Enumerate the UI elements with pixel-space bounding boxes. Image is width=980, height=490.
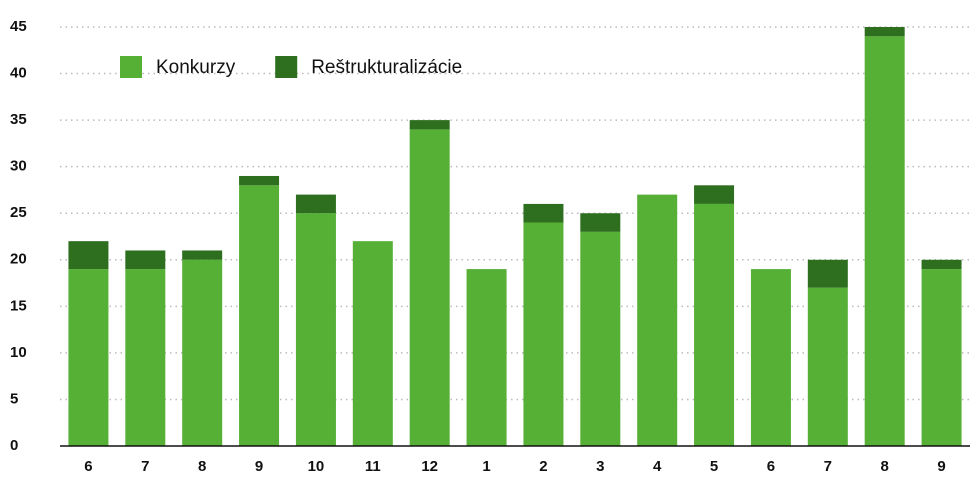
y-tick-label: 20 bbox=[10, 251, 27, 268]
x-tick-label: 7 bbox=[824, 458, 832, 475]
bar-segment bbox=[580, 213, 621, 232]
bar-segment bbox=[580, 231, 621, 446]
bar-segment bbox=[125, 250, 166, 270]
bar-segment bbox=[466, 269, 507, 446]
legend-text: Reštrukturalizácie bbox=[311, 57, 462, 78]
x-tick-label: 8 bbox=[198, 458, 206, 475]
legend-text: Konkurzy bbox=[156, 57, 236, 78]
bar-segment bbox=[68, 241, 109, 270]
bar-segment bbox=[864, 36, 905, 447]
x-tick-label: 11 bbox=[365, 458, 381, 475]
x-tick-label: 2 bbox=[539, 458, 547, 475]
x-tick-label: 6 bbox=[84, 458, 92, 475]
bar-segment bbox=[352, 241, 393, 446]
bar-segment bbox=[694, 185, 735, 204]
bar-segment bbox=[921, 259, 962, 270]
y-tick-label: 45 bbox=[10, 18, 27, 35]
y-tick-label: 30 bbox=[10, 158, 27, 175]
bar-segment bbox=[182, 259, 223, 446]
bar-segment bbox=[807, 259, 848, 288]
legend-swatch bbox=[275, 56, 298, 78]
bar-segment bbox=[409, 129, 450, 446]
y-tick-label: 10 bbox=[10, 344, 27, 361]
bar-segment bbox=[125, 269, 166, 446]
bar-segment bbox=[921, 269, 962, 446]
bar-segment bbox=[637, 194, 678, 446]
y-tick-label: 40 bbox=[10, 65, 27, 82]
bar-segment bbox=[295, 194, 336, 214]
bar-segment bbox=[295, 213, 336, 446]
bar-segment bbox=[750, 269, 791, 446]
bar-segment bbox=[239, 175, 280, 186]
bar-segment bbox=[523, 222, 564, 446]
bar-segment bbox=[68, 269, 109, 446]
bar-segment bbox=[239, 185, 280, 447]
bar-segment bbox=[694, 203, 735, 446]
x-tick-label: 3 bbox=[596, 458, 604, 475]
y-tick-label: 35 bbox=[10, 111, 27, 128]
y-tick-label: 15 bbox=[10, 297, 27, 314]
x-tick-label: 8 bbox=[881, 458, 889, 475]
x-tick-label: 9 bbox=[937, 458, 945, 475]
y-tick-label: 0 bbox=[10, 437, 18, 454]
bar-segment bbox=[409, 120, 450, 130]
legend-swatch bbox=[120, 56, 142, 78]
y-tick-label: 25 bbox=[10, 204, 27, 221]
x-tick-label: 7 bbox=[141, 458, 149, 475]
bar-segment bbox=[864, 27, 905, 37]
y-tick-label: 5 bbox=[10, 390, 18, 407]
x-tick-label: 10 bbox=[308, 458, 325, 475]
x-tick-label: 4 bbox=[653, 458, 662, 475]
x-tick-label: 5 bbox=[710, 458, 718, 475]
x-tick-label: 1 bbox=[482, 458, 490, 475]
bar-segment bbox=[523, 203, 564, 223]
bar-segment bbox=[182, 250, 223, 260]
x-tick-label: 9 bbox=[255, 458, 263, 475]
x-tick-label: 12 bbox=[421, 458, 438, 475]
x-tick-label: 6 bbox=[767, 458, 775, 475]
bar-segment bbox=[807, 287, 848, 446]
